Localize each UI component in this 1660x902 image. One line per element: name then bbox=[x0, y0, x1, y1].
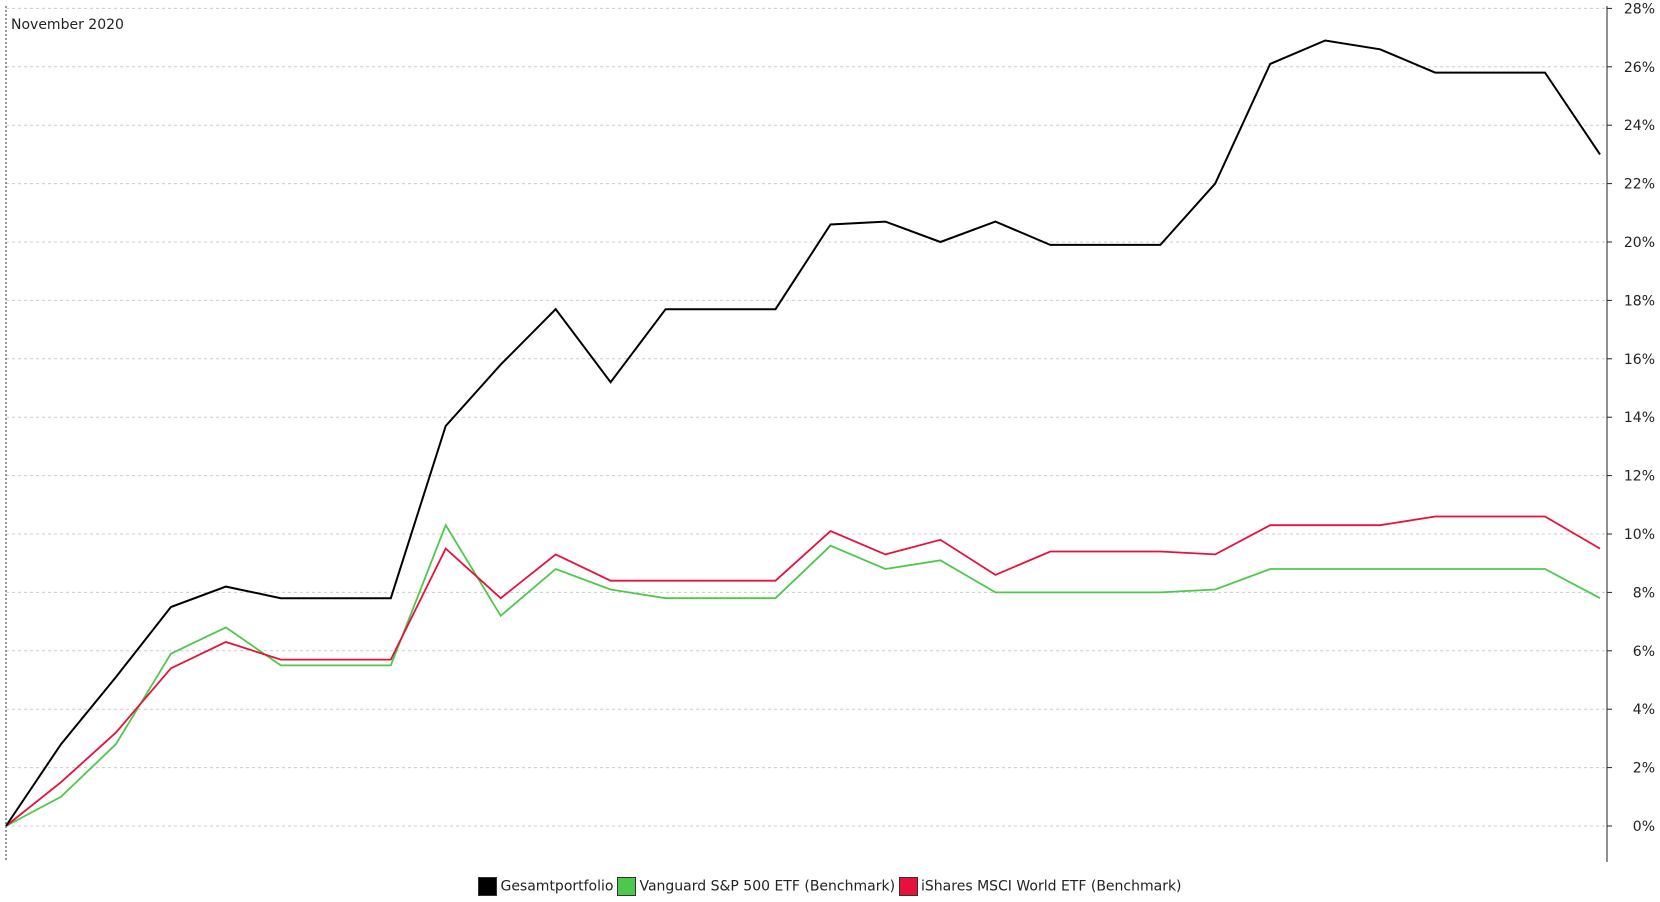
legend-item-0[interactable]: Gesamtportfolio bbox=[478, 877, 613, 896]
grid-lines bbox=[6, 7, 1607, 827]
legend-label: Gesamtportfolio bbox=[500, 878, 614, 895]
legend-swatch bbox=[617, 877, 637, 896]
legend: Gesamtportfolio Vanguard S&P 500 ETF (Ben… bbox=[0, 877, 1660, 896]
series-line-0 bbox=[5, 39, 1601, 827]
legend-swatch bbox=[899, 877, 919, 896]
y-tick-label: 26% bbox=[1624, 60, 1655, 76]
y-tick-label: 2% bbox=[1633, 761, 1655, 777]
series-line-1 bbox=[5, 523, 1601, 827]
y-tick-label: 4% bbox=[1633, 702, 1655, 718]
series-line-2 bbox=[5, 515, 1601, 827]
period-label: November 2020 bbox=[11, 17, 124, 33]
legend-label: Vanguard S&P 500 ETF (Benchmark) bbox=[639, 878, 896, 895]
y-tick-label: 24% bbox=[1624, 118, 1655, 134]
series-lines bbox=[5, 39, 1601, 827]
y-tick-label: 18% bbox=[1624, 293, 1655, 309]
y-tick-label: 20% bbox=[1624, 235, 1655, 251]
y-tick-label: 28% bbox=[1624, 1, 1655, 17]
y-tick-label: 16% bbox=[1624, 352, 1655, 368]
y-axis-ticks: 0% 2% 4% 6% 8% 10% 12% 14% 16% 18% 20% 22% 24% 26% 28% bbox=[1607, 1, 1655, 835]
y-tick-label: 6% bbox=[1633, 644, 1655, 660]
legend-item-2[interactable]: iShares MSCI World ETF (Benchmark) bbox=[899, 877, 1182, 896]
legend-item-1[interactable]: Vanguard S&P 500 ETF (Benchmark) bbox=[617, 877, 895, 896]
y-tick-label: 12% bbox=[1624, 469, 1655, 485]
y-tick-label: 10% bbox=[1624, 527, 1655, 543]
legend-label: iShares MSCI World ETF (Benchmark) bbox=[921, 878, 1182, 895]
y-tick-label: 14% bbox=[1624, 410, 1655, 426]
legend-swatch bbox=[478, 877, 498, 896]
y-tick-label: 22% bbox=[1624, 177, 1655, 193]
y-tick-label: 0% bbox=[1633, 819, 1655, 835]
y-tick-label: 8% bbox=[1633, 585, 1655, 601]
line-chart: 0% 2% 4% 6% 8% 10% 12% 14% 16% 18% 20% 22% 24% 26% 28%… bbox=[5, 1, 1655, 862]
